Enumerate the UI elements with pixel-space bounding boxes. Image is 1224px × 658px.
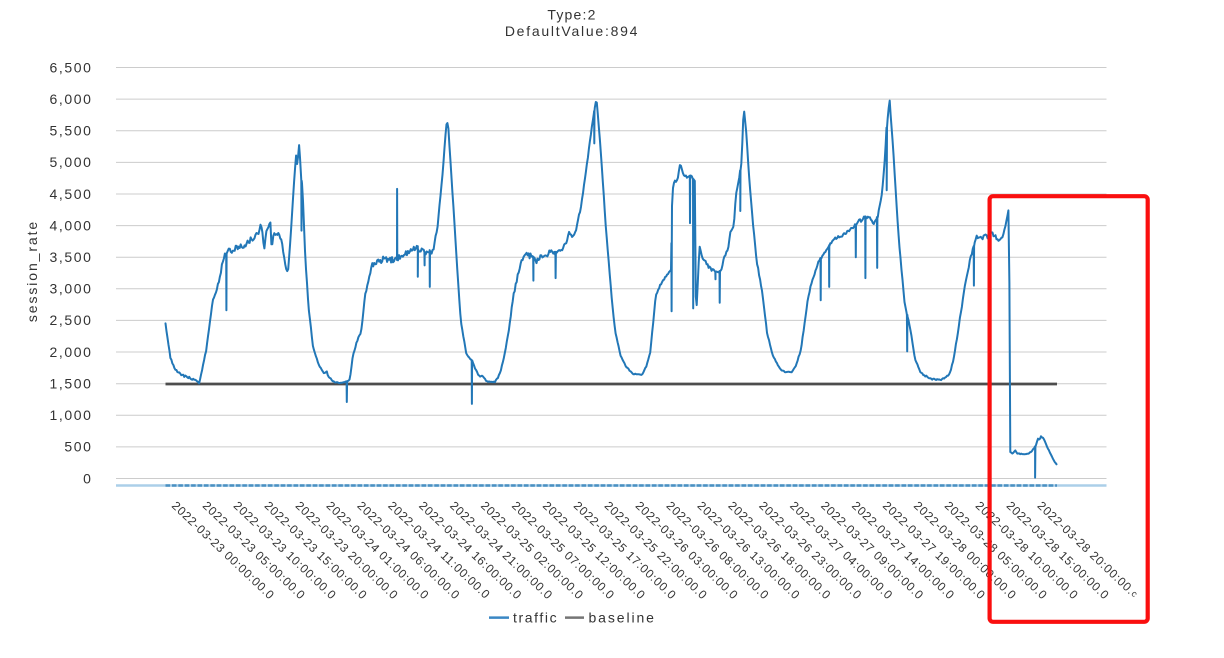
svg-text:baseline: baseline [589,610,656,626]
svg-text:traffic: traffic [513,610,558,626]
svg-text:2,500: 2,500 [49,312,92,328]
svg-text:1,500: 1,500 [49,376,92,392]
svg-text:500: 500 [64,439,92,455]
svg-text:1,000: 1,000 [49,407,92,423]
svg-text:session_rate: session_rate [24,220,40,322]
svg-text:3,000: 3,000 [49,281,92,297]
svg-text:6,500: 6,500 [49,59,92,75]
svg-text:Type:2: Type:2 [547,6,596,22]
svg-text:5,500: 5,500 [49,123,92,139]
svg-text:DefaultValue:894: DefaultValue:894 [505,23,639,39]
svg-text:6,000: 6,000 [49,91,92,107]
svg-text:2,000: 2,000 [49,344,92,360]
svg-text:5,000: 5,000 [49,154,92,170]
svg-text:0: 0 [83,470,92,486]
svg-text:4,000: 4,000 [49,217,92,233]
svg-text:3,500: 3,500 [49,249,92,265]
svg-text:4,500: 4,500 [49,186,92,202]
